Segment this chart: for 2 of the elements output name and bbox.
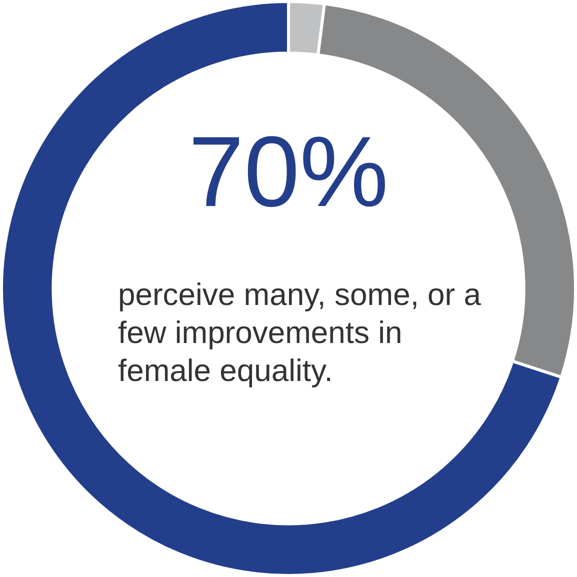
data-label: 70% bbox=[188, 116, 389, 228]
text: perceive many, some, or a few improvements in female equality. bbox=[118, 276, 482, 390]
